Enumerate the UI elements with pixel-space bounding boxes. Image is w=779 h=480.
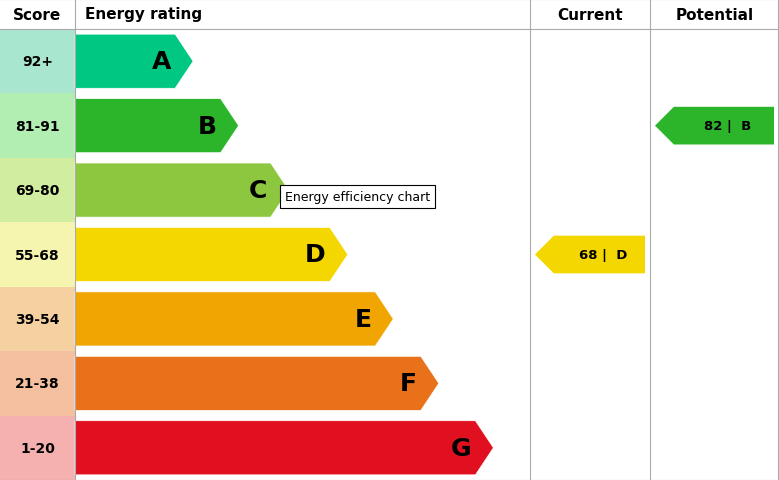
Polygon shape xyxy=(75,292,393,346)
Polygon shape xyxy=(75,421,493,475)
Polygon shape xyxy=(655,108,774,145)
Text: 39-54: 39-54 xyxy=(16,312,60,326)
Text: 92+: 92+ xyxy=(22,55,53,69)
Polygon shape xyxy=(75,35,193,89)
Bar xyxy=(0,223,75,287)
Text: F: F xyxy=(400,372,417,396)
Text: 81-91: 81-91 xyxy=(15,120,60,133)
Bar xyxy=(0,416,75,480)
Bar xyxy=(0,94,75,158)
Text: Potential: Potential xyxy=(675,8,753,23)
Bar xyxy=(0,0,779,30)
Bar xyxy=(0,287,75,351)
Text: G: G xyxy=(451,436,471,460)
Polygon shape xyxy=(75,357,439,410)
Text: Energy rating: Energy rating xyxy=(85,8,202,23)
Bar xyxy=(0,30,75,94)
Text: C: C xyxy=(249,179,266,203)
Polygon shape xyxy=(75,164,289,217)
Bar xyxy=(0,158,75,223)
Text: Energy efficiency chart: Energy efficiency chart xyxy=(284,191,430,204)
Text: Current: Current xyxy=(557,8,623,23)
Text: A: A xyxy=(152,50,171,74)
Polygon shape xyxy=(75,228,347,282)
Text: 21-38: 21-38 xyxy=(15,377,60,391)
Bar xyxy=(0,351,75,416)
Text: 1-20: 1-20 xyxy=(20,441,55,455)
Text: 68 |  D: 68 | D xyxy=(580,249,628,262)
Text: B: B xyxy=(198,114,217,138)
Polygon shape xyxy=(535,236,645,274)
Text: E: E xyxy=(354,307,372,331)
Text: Score: Score xyxy=(13,8,62,23)
Text: 55-68: 55-68 xyxy=(15,248,60,262)
Text: 69-80: 69-80 xyxy=(16,184,60,198)
Text: 82 |  B: 82 | B xyxy=(704,120,752,133)
Polygon shape xyxy=(75,99,238,154)
Text: D: D xyxy=(305,243,326,267)
